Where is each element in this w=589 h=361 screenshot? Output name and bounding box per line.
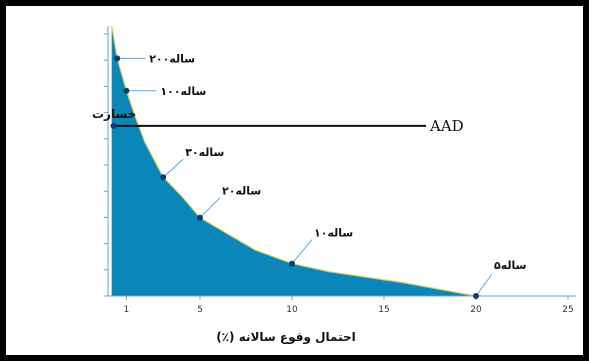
- annotation-point: [473, 293, 479, 299]
- loss-exceedance-chart: 1 5 10 15 20 25 AAD ۲۰۰ساله۱۰۰ساله۳۰ساله۲۰سال…: [92, 25, 576, 345]
- x-tick-label: 1: [124, 305, 130, 315]
- annotation-leader: [162, 158, 184, 178]
- x-axis-title: احتمال وقوع سالانه (٪): [216, 330, 356, 345]
- chart-frame: 1 5 10 15 20 25 AAD ۲۰۰ساله ۱۰۰ساله ۳۰ساله ۲۰سال…: [6, 6, 583, 355]
- annotation-point: [197, 214, 203, 221]
- y-axis-title: خسارت: [92, 107, 136, 121]
- loss-curve-line: [111, 25, 477, 297]
- loss-area: [111, 26, 476, 296]
- x-tick-label: 15: [378, 305, 389, 315]
- annotation-point: [160, 174, 167, 181]
- annotation-label: ۲۰ساله: [222, 185, 261, 198]
- aad-label: AAD: [429, 117, 464, 135]
- x-tick-label: 5: [197, 305, 203, 315]
- annotation-label: ۲۰۰ساله: [149, 52, 195, 65]
- annotation-label: ۳۰ساله: [185, 146, 224, 159]
- x-tick-label: 25: [562, 305, 573, 315]
- annotation-leader: [291, 239, 313, 264]
- x-ticks: 1 5 10 15 20 25: [124, 296, 574, 315]
- annotation-point: [114, 55, 121, 62]
- annotations: ۲۰۰ساله ۱۰۰ساله ۳۰ساله ۲۰ساله ۱۰ساله ۵ساله: [114, 52, 526, 299]
- aad-point: [110, 122, 117, 129]
- annotation-label: ۱۰ساله: [314, 227, 353, 240]
- x-tick-label: 20: [470, 305, 482, 315]
- annotation-point: [123, 87, 130, 94]
- annotation-label: ۱۰۰ساله: [160, 85, 206, 98]
- annotation-label: ۵ساله: [494, 259, 526, 272]
- x-tick-label: 10: [286, 305, 298, 315]
- y-ticks: [104, 33, 108, 297]
- annotation-leader: [475, 273, 493, 297]
- annotation-leader: [199, 197, 221, 219]
- annotation-point: [289, 260, 295, 267]
